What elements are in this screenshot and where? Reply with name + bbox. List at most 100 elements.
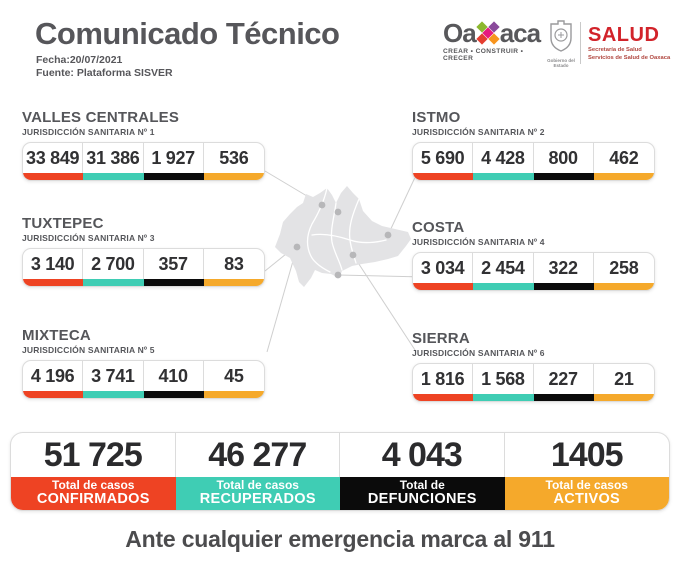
region-istmo: ISTMO JURISDICCIÓN SANITARIA Nº 2 5 690 … <box>412 110 655 181</box>
deaths-count: 322 <box>534 253 594 283</box>
recovered-cell: 4 428 <box>473 143 534 180</box>
dot-mixteca <box>293 243 301 251</box>
active-count: 536 <box>219 147 249 168</box>
active-cell: 83 <box>203 249 264 286</box>
total-recovered-label: Total de casos RECUPERADOS <box>175 477 340 510</box>
region-name: SIERRA <box>412 330 470 347</box>
deaths-bar <box>533 173 594 180</box>
region-stats-card: 1 816 1 568 227 21 <box>412 363 655 402</box>
page-title: Comunicado Técnico <box>35 16 340 51</box>
state-totals-bar: 51 725 Total de casos CONFIRMADOS 46 277… <box>10 432 670 511</box>
confirmed-cell: 33 849 <box>23 143 84 180</box>
total-active-label: Total de casos ACTIVOS <box>504 477 669 510</box>
jurisdiction-dots <box>293 201 392 279</box>
recovered-bar <box>473 283 534 290</box>
deaths-bar <box>143 391 204 398</box>
deaths-bar <box>143 279 204 286</box>
dot-valles-centrales <box>318 201 326 209</box>
deaths-bar <box>143 173 204 180</box>
active-cell: 462 <box>593 143 654 180</box>
confirmed-count: 5 690 <box>413 143 474 173</box>
recovered-count: 1 568 <box>473 364 534 394</box>
deaths-cell: 410 <box>143 361 204 398</box>
active-cell: 258 <box>593 253 654 290</box>
total-deaths: 4 043 Total de DEFUNCIONES <box>340 433 505 510</box>
region-stats-card: 3 140 2 700 357 83 <box>22 248 265 287</box>
region-jurisdiction: JURISDICCIÓN SANITARIA Nº 1 <box>22 127 155 137</box>
total-label-line1: Total de casos <box>52 477 135 492</box>
confirmed-bar <box>413 283 474 290</box>
confirmed-count: 3 140 <box>23 249 84 279</box>
confirmed-bar <box>23 391 84 398</box>
active-bar <box>593 173 654 180</box>
deaths-cell: 357 <box>143 249 204 286</box>
report-source: Fuente: Plataforma SISVER <box>36 67 173 80</box>
confirmed-bar <box>23 279 84 286</box>
dot-sierra <box>349 251 357 259</box>
confirmed-cell: 1 816 <box>413 364 474 401</box>
recovered-count: 4 428 <box>473 143 534 173</box>
region-mixteca: MIXTECA JURISDICCIÓN SANITARIA Nº 5 4 19… <box>22 328 265 399</box>
total-active: 1405 Total de casos ACTIVOS <box>504 433 669 510</box>
salud-wordmark: SALUD <box>588 24 660 46</box>
total-confirmed-label: Total de casos CONFIRMADOS <box>11 477 176 510</box>
recovered-count: 31 386 <box>83 143 144 173</box>
active-bar <box>203 391 264 398</box>
active-bar <box>593 283 654 290</box>
region-name: COSTA <box>412 219 465 236</box>
total-deaths-label: Total de DEFUNCIONES <box>340 477 505 510</box>
region-sierra: SIERRA JURISDICCIÓN SANITARIA Nº 6 1 816… <box>412 331 655 402</box>
crest-caption: Gobierno del Estado <box>547 58 575 68</box>
total-label-line2: ACTIVOS <box>553 491 621 508</box>
recovered-cell: 2 454 <box>473 253 534 290</box>
region-stats-card: 4 196 3 741 410 45 <box>22 360 265 399</box>
deaths-bar <box>533 394 594 401</box>
oaxaca-wordmark: Oa aca <box>443 20 543 46</box>
recovered-bar <box>473 173 534 180</box>
oaxaca-word-end: aca <box>499 18 541 48</box>
deaths-cell: 800 <box>533 143 594 180</box>
connector-sierra <box>352 254 416 351</box>
region-jurisdiction: JURISDICCIÓN SANITARIA Nº 6 <box>412 348 545 358</box>
oaxaca-state-shape <box>275 186 411 287</box>
recovered-cell: 1 568 <box>473 364 534 401</box>
state-crest: Gobierno del Estado <box>546 20 576 68</box>
emergency-notice: Ante cualquier emergencia marca al 911 <box>125 526 555 552</box>
total-deaths-value: 4 043 <box>340 433 505 477</box>
deaths-count: 410 <box>144 361 204 391</box>
total-recovered-value: 46 277 <box>176 433 340 477</box>
confirmed-cell: 3 034 <box>413 253 474 290</box>
oaxaca-x-diamonds-icon <box>476 21 500 45</box>
total-recovered: 46 277 Total de casos RECUPERADOS <box>175 433 340 510</box>
active-count: 258 <box>609 257 639 278</box>
recovered-bar <box>83 391 144 398</box>
active-count: 462 <box>609 147 639 168</box>
active-count: 83 <box>224 253 244 274</box>
connector-istmo <box>387 170 419 236</box>
confirmed-bar <box>413 173 474 180</box>
active-cell: 45 <box>203 361 264 398</box>
region-jurisdiction: JURISDICCIÓN SANITARIA Nº 4 <box>412 237 545 247</box>
confirmed-count: 3 034 <box>413 253 474 283</box>
active-bar <box>203 279 264 286</box>
salud-sub1: Secretaría de Salud <box>588 47 642 53</box>
region-name: ISTMO <box>412 109 461 126</box>
dot-costa <box>334 271 342 279</box>
logo-divider <box>580 22 581 64</box>
total-confirmed-value: 51 725 <box>11 433 176 477</box>
salud-logo: SALUD Secretaría de Salud Servicios de S… <box>588 25 670 63</box>
deaths-bar <box>533 283 594 290</box>
recovered-cell: 31 386 <box>83 143 144 180</box>
active-cell: 536 <box>203 143 264 180</box>
region-jurisdiction: JURISDICCIÓN SANITARIA Nº 3 <box>22 233 155 243</box>
recovered-bar <box>83 279 144 286</box>
deaths-count: 1 927 <box>144 143 204 173</box>
region-jurisdiction: JURISDICCIÓN SANITARIA Nº 5 <box>22 345 155 355</box>
dot-tuxtepec <box>334 208 342 216</box>
total-label-line1: Total de casos <box>545 477 628 492</box>
deaths-count: 227 <box>534 364 594 394</box>
total-label-line1: Total de casos <box>216 477 299 492</box>
connector-costa <box>337 274 426 278</box>
total-label-line2: DEFUNCIONES <box>367 491 477 508</box>
